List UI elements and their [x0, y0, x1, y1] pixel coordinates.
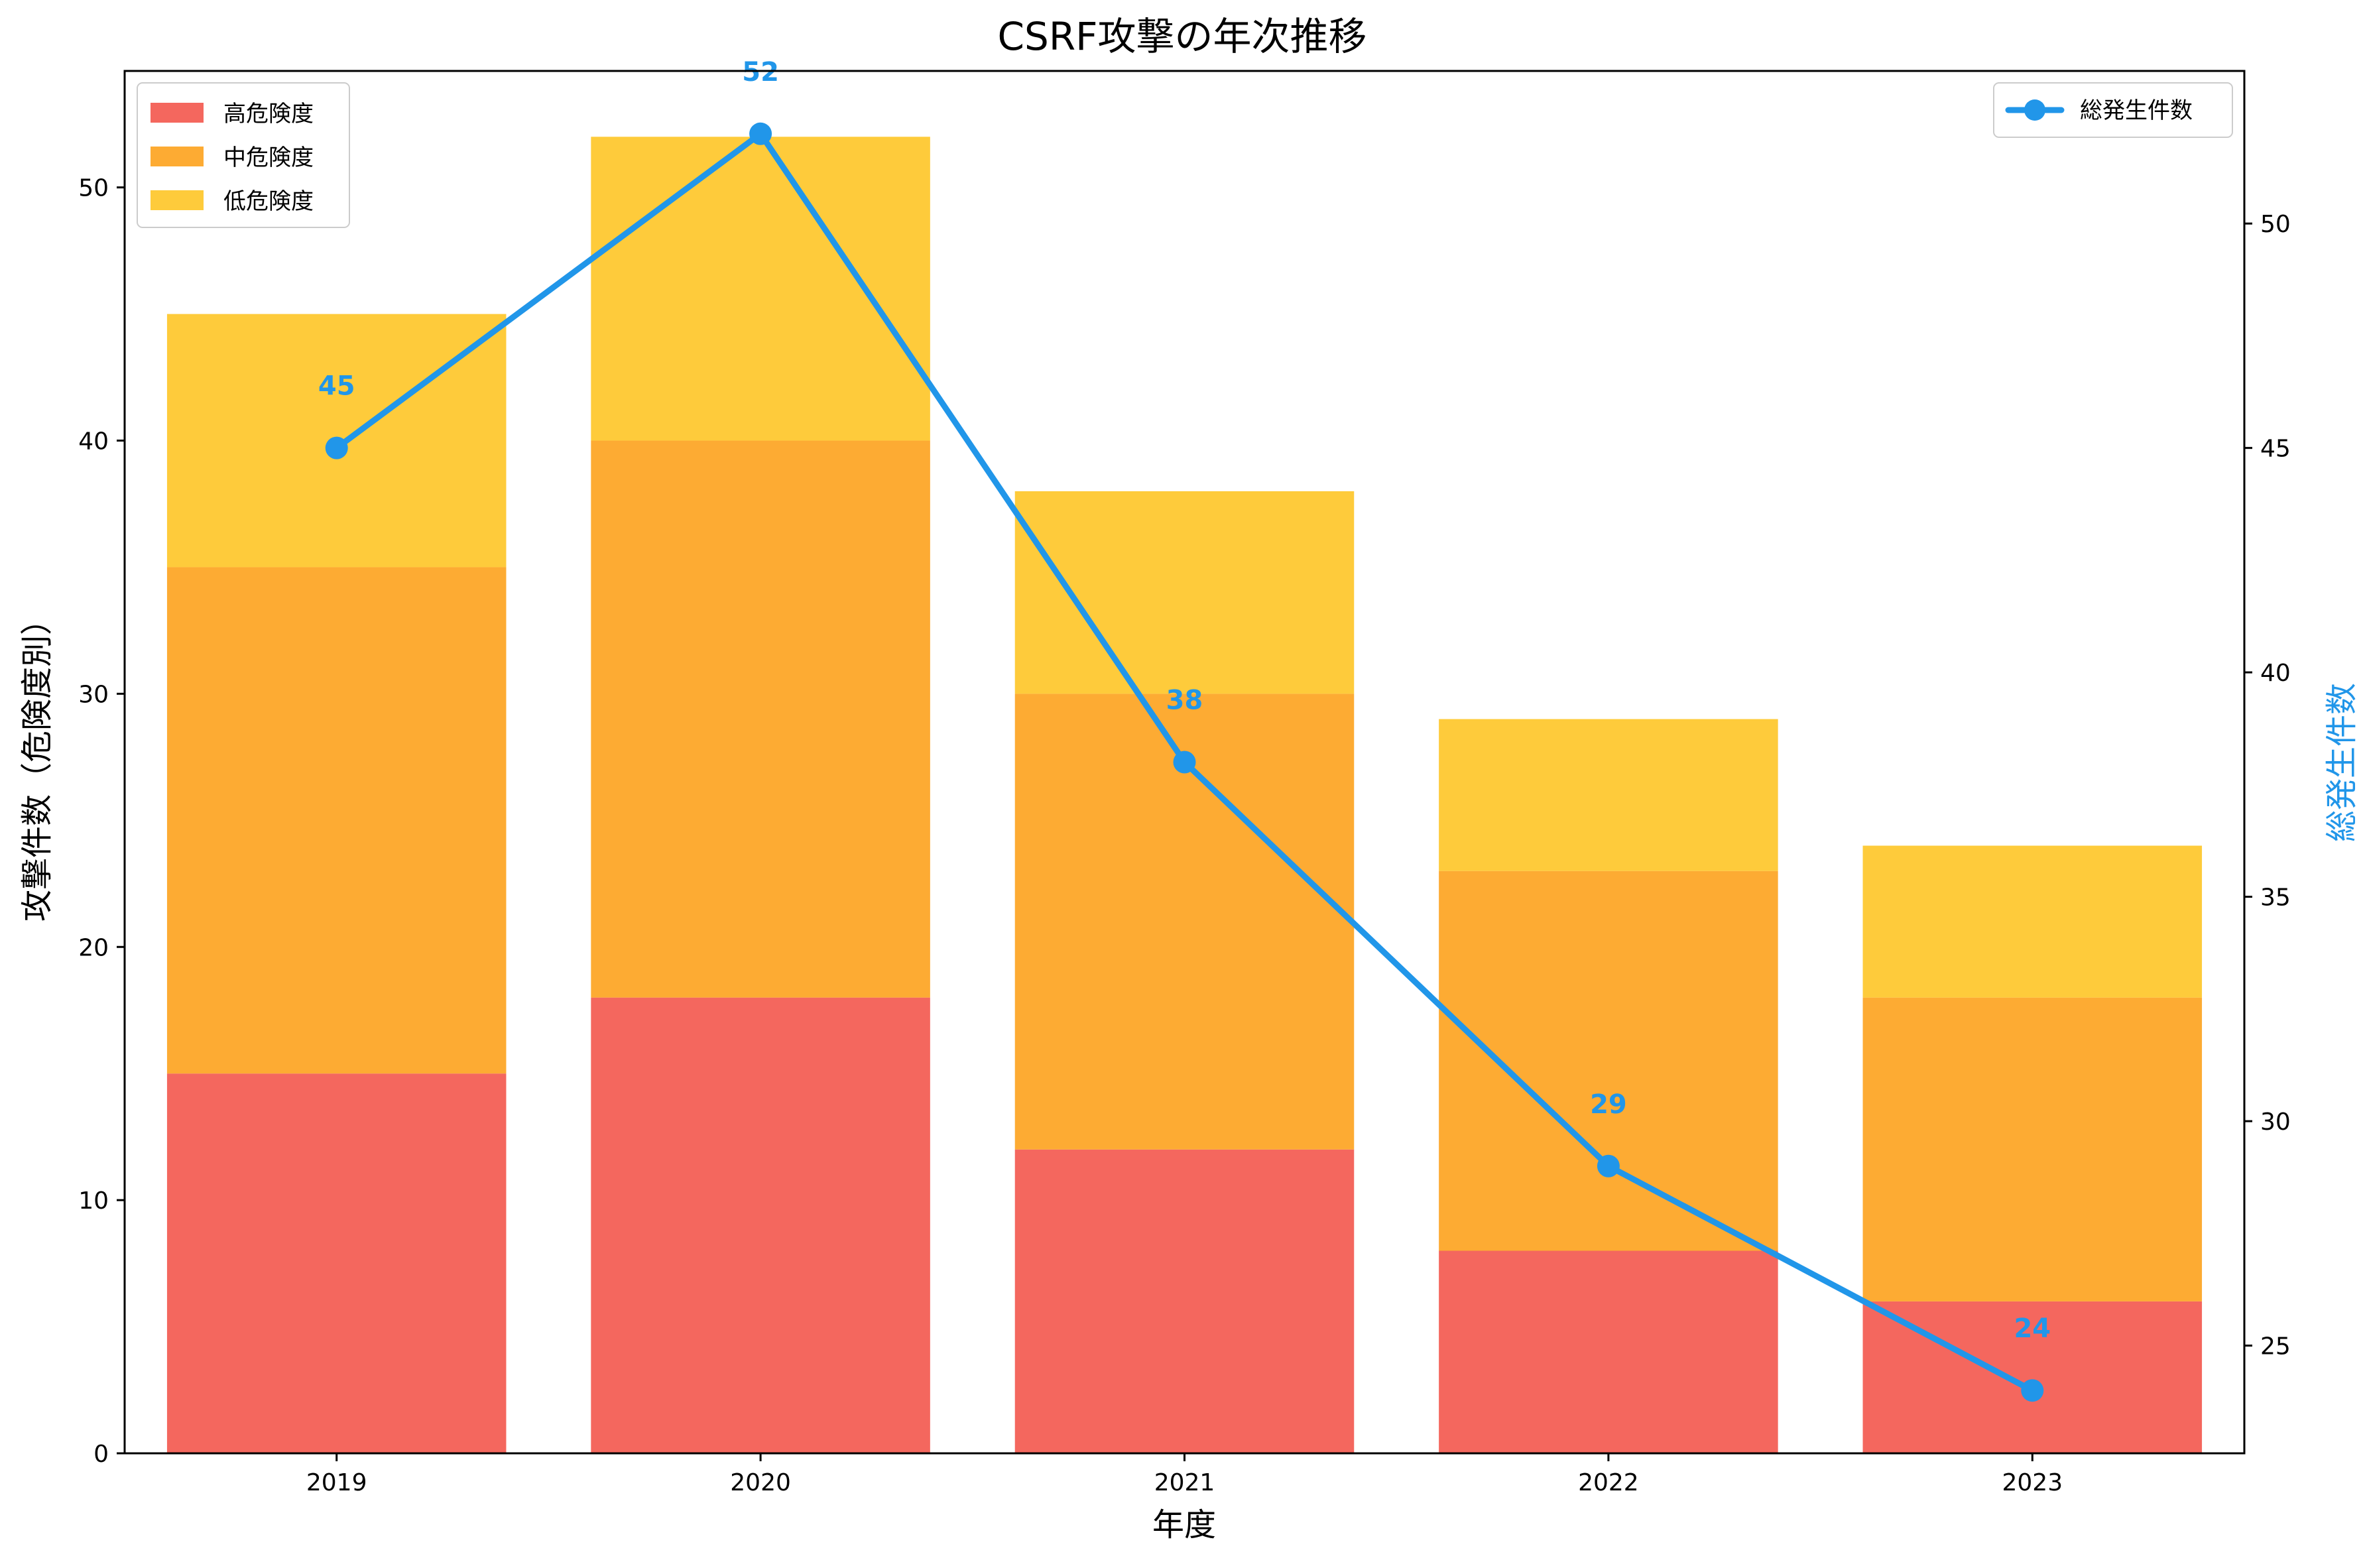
y-left-tick-label-20: 20: [78, 934, 109, 961]
x-tick-label-2021: 2021: [1154, 1469, 1215, 1496]
bar-2023-series-1: [1862, 997, 2203, 1301]
legend-label-0: 高危険度: [223, 101, 314, 127]
x-tick-label-2020: 2020: [730, 1469, 791, 1496]
y-right-tick-label-25: 25: [2260, 1333, 2291, 1360]
bar-2019-series-1: [166, 567, 507, 1074]
bar-2020-series-1: [591, 440, 930, 998]
legend-total-label: 総発生件数: [2080, 97, 2193, 124]
total-value-label-2021: 38: [1166, 686, 1203, 716]
legend-swatch-2: [151, 190, 204, 210]
total-marker-2023: [2021, 1379, 2044, 1402]
y-left-tick-label-10: 10: [78, 1187, 109, 1215]
bar-2020-series-2: [591, 137, 930, 441]
x-tick-label-2022: 2022: [1578, 1469, 1639, 1496]
total-value-label-2022: 29: [1590, 1089, 1627, 1120]
y-right-tick-label-35: 35: [2260, 884, 2291, 912]
y-axis-left: 0 10 20 30 40 50: [78, 175, 125, 1468]
legend-label-1: 中危険度: [223, 145, 314, 171]
x-tick-label-2023: 2023: [2002, 1469, 2063, 1496]
legend-total: 総発生件数: [1993, 82, 2233, 138]
y-axis-right-label: 総発生件数: [2323, 683, 2360, 842]
bar-stacks: [166, 137, 2203, 1453]
legend-swatch-1: [151, 147, 204, 166]
y-left-tick-label-0: 0: [93, 1441, 109, 1468]
bar-2022-series-0: [1439, 1250, 1778, 1453]
total-marker-2019: [325, 436, 348, 459]
x-tick-label-2019: 2019: [306, 1469, 367, 1496]
x-axis-label: 年度: [1152, 1506, 1216, 1543]
bar-2023-series-2: [1862, 845, 2203, 998]
y-left-tick-label-30: 30: [78, 681, 109, 708]
chart-title: CSRF攻撃の年次推移: [998, 14, 1367, 59]
bar-2021-series-0: [1014, 1149, 1355, 1453]
total-marker-2020: [749, 122, 772, 145]
y-right-tick-label-45: 45: [2260, 436, 2291, 463]
y-right-tick-label-50: 50: [2260, 211, 2291, 238]
total-value-label-2020: 52: [742, 57, 779, 88]
x-axis: 2019 2020 2021 2022 2023: [306, 1453, 2063, 1496]
total-line-layer: 45 52 38 29 24: [318, 57, 2051, 1402]
bar-2020-series-0: [591, 997, 930, 1453]
bar-2021-series-2: [1014, 491, 1355, 694]
legend-marker-swatch: [2024, 99, 2045, 121]
total-value-label-2023: 24: [2014, 1313, 2051, 1344]
total-marker-2021: [1173, 751, 1196, 774]
legend-swatch-0: [151, 103, 204, 123]
bar-2023-series-0: [1862, 1301, 2203, 1453]
y-left-tick-label-50: 50: [78, 175, 109, 202]
y-right-tick-label-30: 30: [2260, 1109, 2291, 1136]
total-marker-2022: [1597, 1154, 1620, 1177]
y-axis-left-label: 攻撃件数（危険度別）: [19, 603, 56, 922]
legend-total-box: [1993, 82, 2233, 138]
bar-2019-series-0: [166, 1073, 507, 1453]
total-value-label-2019: 45: [318, 371, 355, 402]
bar-2022-series-1: [1439, 871, 1778, 1251]
y-axis-right: 25 30 35 40 45 50: [2244, 211, 2291, 1360]
y-right-tick-label-40: 40: [2260, 660, 2291, 687]
bar-2022-series-2: [1439, 719, 1778, 871]
legend-label-2: 低危険度: [223, 188, 314, 215]
y-left-tick-label-40: 40: [78, 428, 109, 455]
